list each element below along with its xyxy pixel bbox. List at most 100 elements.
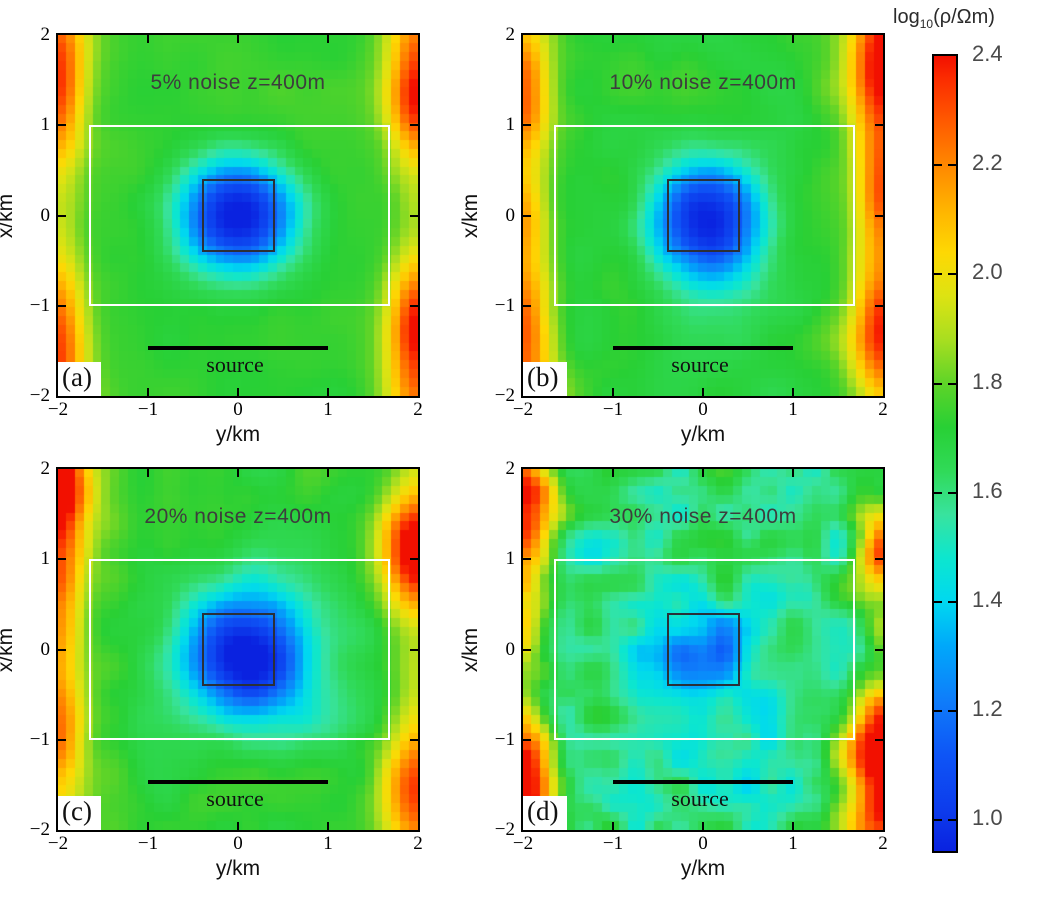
target-outline-square	[202, 179, 275, 252]
axis-tick	[702, 388, 704, 396]
y-tick-label: −2	[494, 819, 515, 840]
axis-tick	[792, 35, 794, 43]
heatmap-canvas-b	[523, 35, 883, 396]
x-axis-label: y/km	[215, 857, 261, 880]
target-outline-square	[667, 179, 740, 252]
panel-c: source 20% noise z=400m (c) y/km x/km −2…	[0, 458, 423, 880]
colorbar-tick-label: 1.0	[972, 805, 1003, 831]
panel-letter-label: (d)	[523, 796, 568, 830]
axis-tick	[237, 388, 239, 396]
axis-tick	[523, 648, 531, 651]
colorbar-tick-label: 2.2	[972, 150, 1003, 176]
axis-tick	[58, 738, 66, 741]
target-outline-square	[667, 613, 740, 686]
y-axis-label: x/km	[459, 193, 482, 238]
axis-tick	[875, 304, 883, 307]
axis-tick	[58, 558, 66, 561]
axis-tick	[792, 469, 794, 477]
colorbar-tick-dash	[934, 601, 942, 604]
y-tick-label: 1	[505, 548, 516, 570]
colorbar-tick-label: 1.8	[972, 368, 1003, 394]
axis-tick	[410, 738, 418, 741]
colorbar-tick-dash	[948, 491, 956, 494]
survey-area-rectangle	[554, 125, 855, 306]
colorbar-tick-dash	[948, 273, 956, 276]
source-line	[148, 780, 328, 784]
axis-tick	[523, 214, 531, 217]
x-tick-label: 1	[323, 833, 333, 854]
y-tick-label: 2	[40, 24, 51, 45]
colorbar-tick-label: 1.4	[972, 587, 1003, 613]
colorbar-tick-dash	[948, 164, 956, 167]
x-axis-label: y/km	[215, 423, 261, 446]
panel-letter-label: (c)	[58, 796, 101, 830]
y-axis-label: x/km	[0, 193, 17, 238]
x-axis-label: y/km	[680, 423, 726, 446]
axis-tick	[147, 388, 149, 396]
axis-tick	[792, 822, 794, 830]
colorbar-tick-dash	[948, 819, 956, 822]
x-tick-label: 1	[788, 833, 798, 854]
heatmap-canvas-c	[58, 469, 418, 830]
x-tick-label: 1	[323, 399, 333, 420]
axis-tick	[327, 469, 329, 477]
colorbar-tick-label: 1.6	[972, 477, 1003, 503]
axis-tick	[612, 822, 614, 830]
colorbar-tick-dash	[934, 164, 942, 167]
source-line	[148, 346, 328, 350]
x-tick-label: −1	[602, 399, 624, 420]
y-tick-label: 2	[40, 458, 51, 479]
target-outline-square	[202, 613, 275, 686]
axis-tick	[875, 558, 883, 561]
panel-title: 30% noise z=400m	[609, 505, 797, 528]
x-tick-label: 0	[233, 399, 243, 420]
axis-tick	[523, 738, 531, 741]
axis-tick	[327, 35, 329, 43]
axis-tick	[612, 35, 614, 43]
y-tick-label: 1	[40, 548, 51, 570]
axis-tick	[523, 124, 531, 127]
axis-tick	[410, 214, 418, 217]
survey-area-rectangle	[89, 125, 390, 306]
y-tick-label: −2	[29, 819, 50, 840]
x-tick-label: −2	[47, 833, 69, 854]
x-tick-label: 0	[233, 833, 243, 854]
y-tick-label: 0	[40, 204, 51, 226]
panel-title: 5% noise z=400m	[150, 71, 326, 94]
colorbar-tick-label: 2.0	[972, 259, 1003, 285]
axis-tick	[612, 388, 614, 396]
axis-tick	[702, 35, 704, 43]
axis-tick	[523, 304, 531, 307]
axis-tick	[147, 822, 149, 830]
axis-tick	[237, 822, 239, 830]
axis-tick	[410, 304, 418, 307]
axis-tick	[327, 822, 329, 830]
y-tick-label: 0	[40, 638, 51, 660]
colorbar-tick-dash	[934, 710, 942, 713]
x-tick-label: 2	[413, 833, 423, 854]
panel-title: 20% noise z=400m	[144, 505, 332, 528]
x-tick-label: 0	[698, 833, 708, 854]
axis-tick	[58, 648, 66, 651]
y-tick-label: 0	[505, 638, 516, 660]
source-label: source	[206, 786, 264, 811]
panel-b: source 10% noise z=400m (b) y/km x/km −2…	[459, 24, 888, 446]
source-label: source	[206, 352, 264, 377]
x-tick-label: 2	[878, 833, 888, 854]
colorbar-title-subscript: 10	[919, 17, 934, 31]
y-tick-label: 1	[40, 114, 51, 136]
axis-tick	[410, 124, 418, 127]
panel-letter-label: (b)	[523, 362, 568, 396]
colorbar-tick-dash	[934, 382, 942, 385]
axis-tick	[410, 558, 418, 561]
survey-area-rectangle	[554, 559, 855, 740]
colorbar-tick-dash	[934, 273, 942, 276]
colorbar-title-prefix: log	[893, 6, 920, 28]
heatmap-canvas-a	[58, 35, 418, 396]
x-tick-label: −2	[512, 399, 534, 420]
colorbar-gradient	[932, 54, 958, 853]
source-label: source	[671, 786, 729, 811]
source-line	[613, 780, 793, 784]
axis-tick	[58, 304, 66, 307]
